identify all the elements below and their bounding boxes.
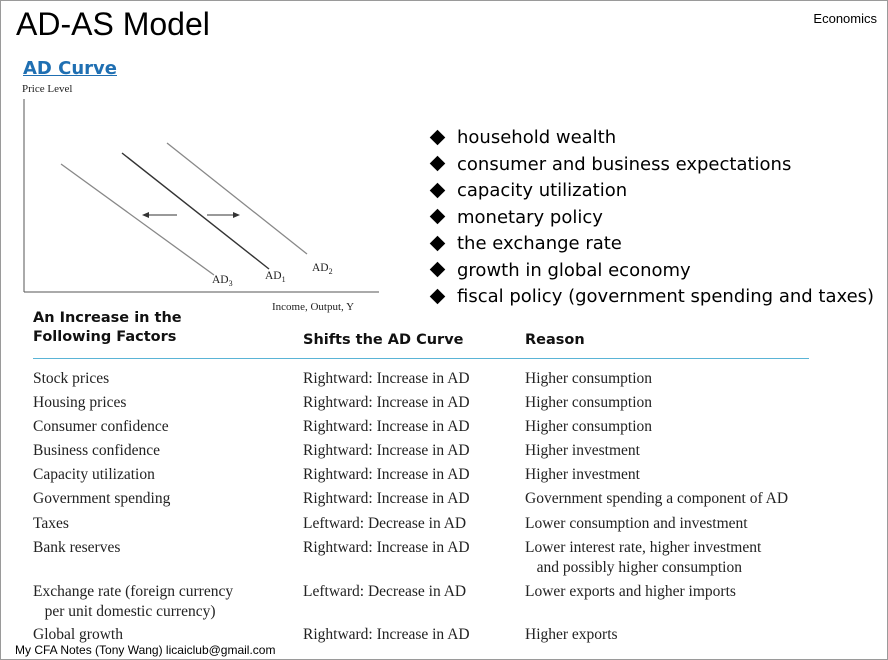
list-item: consumer and business expectations	[429, 152, 874, 179]
ad2-label: AD2	[312, 262, 333, 276]
ad3-curve	[60, 163, 215, 276]
list-item: capacity utilization	[429, 178, 874, 205]
column-header-factors: An Increase in the Following Factors	[33, 310, 182, 345]
list-item: household wealth	[429, 125, 874, 152]
diamond-bullet-icon	[429, 182, 446, 198]
slide-title: AD-AS Model	[16, 6, 210, 42]
column-header-shift: Shifts the AD Curve	[303, 332, 464, 348]
list-item: the exchange rate	[429, 231, 874, 258]
list-item: monetary policy	[429, 205, 874, 232]
diamond-bullet-icon	[429, 235, 446, 251]
column-header-reason: Reason	[525, 332, 585, 348]
diamond-bullet-icon	[429, 208, 446, 225]
list-item: fiscal policy (government spending and t…	[429, 284, 874, 311]
ad3-label: AD3	[212, 274, 233, 288]
ad1-label: AD1	[265, 270, 286, 284]
ad1-curve	[121, 152, 270, 270]
ad-curve-heading: AD Curve	[23, 58, 117, 79]
header-divider	[33, 358, 809, 359]
diamond-bullet-icon	[429, 288, 446, 304]
x-axis-label: Income, Output, Y	[272, 301, 354, 313]
footer-credit: My CFA Notes (Tony Wang) licaiclub@gmail…	[15, 643, 280, 657]
factor-list: household wealth consumer and business e…	[429, 125, 874, 311]
y-axis-label: Price Level	[22, 83, 72, 95]
diamond-bullet-icon	[429, 155, 446, 172]
list-item: growth in global economy	[429, 258, 874, 285]
diamond-bullet-icon	[429, 261, 446, 278]
diamond-bullet-icon	[429, 129, 446, 145]
ad-curve-diagram: Price Level AD3 AD1 AD2 Income, Output, …	[22, 83, 379, 313]
topic-label: Economics	[813, 11, 877, 26]
ad2-curve	[166, 142, 308, 255]
